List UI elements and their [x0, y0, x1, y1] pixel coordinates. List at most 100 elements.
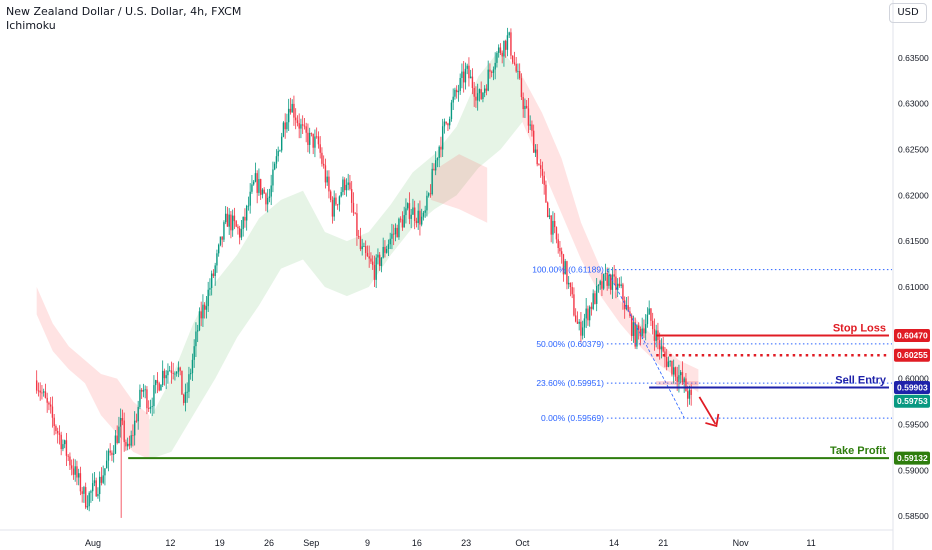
candle [559, 248, 561, 252]
candle [613, 274, 615, 277]
candle [237, 226, 239, 229]
candle [368, 256, 370, 259]
candle [165, 375, 167, 379]
y-tick-label: 0.62500 [898, 144, 929, 154]
projection-arrow [698, 396, 717, 425]
candle [91, 483, 94, 492]
candle [485, 88, 488, 91]
candle [482, 92, 484, 99]
price-badge-label: 0.60255 [897, 350, 928, 360]
candle [392, 233, 395, 235]
candle [496, 52, 498, 63]
price-badge-label: 0.59903 [897, 382, 928, 392]
level-name-4: Take Profit [830, 445, 886, 457]
candle [126, 443, 129, 447]
candle [224, 213, 227, 223]
candle [413, 207, 416, 221]
candle [524, 105, 526, 110]
candle [321, 152, 323, 164]
x-tick-label: 12 [165, 538, 175, 548]
candle [188, 374, 190, 392]
candle [615, 276, 617, 291]
candle [195, 331, 197, 347]
candle [543, 175, 545, 185]
candle [504, 40, 507, 50]
candle [674, 367, 677, 377]
candle [445, 121, 447, 124]
fib-level-label: 100.00% (0.61189) [532, 265, 604, 275]
candle [111, 452, 113, 455]
candle [121, 417, 124, 421]
candle [35, 380, 38, 391]
x-tick-label: 11 [806, 538, 815, 548]
candle [44, 391, 47, 398]
candle [333, 197, 335, 217]
candle [510, 32, 512, 56]
candle [116, 435, 118, 443]
candle [240, 228, 243, 238]
candle [622, 284, 624, 301]
y-tick-label: 0.63500 [898, 53, 929, 63]
candle [378, 254, 381, 266]
candle [312, 133, 314, 148]
candle [133, 420, 136, 436]
candle [483, 88, 486, 93]
candle [629, 311, 631, 316]
candle [196, 330, 199, 332]
x-tick-label: 23 [461, 538, 471, 548]
candle [310, 132, 313, 134]
candle [648, 308, 650, 315]
candle [473, 87, 475, 97]
candle [357, 235, 360, 237]
y-tick-label: 0.61500 [898, 236, 929, 246]
candle [634, 322, 636, 347]
candle [431, 168, 433, 195]
candle [562, 254, 565, 275]
candle [450, 102, 453, 120]
level-name-0: Stop Loss [833, 323, 886, 335]
candle [74, 466, 76, 475]
candle [70, 465, 73, 469]
candle [265, 193, 267, 205]
candle [644, 324, 647, 334]
candle [147, 408, 150, 410]
candle [672, 367, 675, 375]
candle [501, 52, 503, 57]
candle [373, 265, 376, 280]
candle [293, 103, 295, 118]
candle [580, 321, 582, 336]
candle [356, 213, 358, 236]
candle [287, 108, 290, 123]
candle [76, 466, 78, 478]
candle [210, 273, 213, 288]
fib-trend-line [606, 269, 685, 419]
candle [328, 176, 330, 192]
candle [270, 185, 272, 197]
candle [578, 321, 580, 324]
candle [406, 203, 409, 209]
currency-button[interactable]: USD [889, 3, 927, 23]
candle [104, 468, 106, 476]
candle [128, 443, 131, 446]
candle [105, 460, 108, 469]
candle [221, 236, 223, 240]
candle [314, 136, 316, 148]
candle [637, 325, 640, 330]
candle [522, 96, 524, 110]
candle [385, 248, 388, 253]
candle [370, 258, 372, 262]
candle [186, 391, 188, 393]
candle [79, 473, 82, 492]
candle [324, 165, 327, 183]
candle [275, 156, 278, 164]
y-tick-label: 0.58500 [898, 511, 929, 521]
candle [191, 359, 194, 374]
candle [678, 375, 680, 382]
candle [300, 124, 302, 129]
candle [536, 149, 538, 165]
candle [417, 210, 419, 223]
indicator-label[interactable]: Ichimoku [6, 19, 56, 32]
candle [167, 370, 169, 376]
